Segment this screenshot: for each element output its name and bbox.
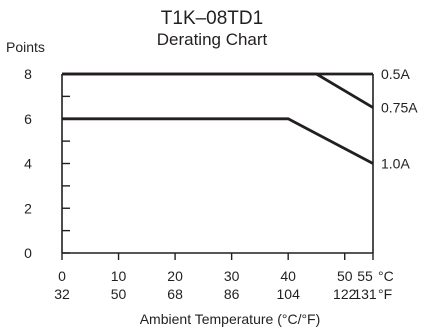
x-tick-label-fahrenheit: 131 bbox=[353, 286, 377, 302]
series-label-1-0a: 1.0A bbox=[381, 156, 410, 172]
series-line-0-75a bbox=[62, 72, 374, 109]
series-line-1-0a bbox=[62, 117, 374, 165]
x-unit-fahrenheit: °F bbox=[378, 286, 392, 302]
y-tick-label: 0 bbox=[24, 245, 32, 261]
x-tick-label-fahrenheit: 32 bbox=[54, 286, 70, 302]
x-tick-label-celsius: 0 bbox=[58, 268, 66, 284]
x-tick-label-fahrenheit: 68 bbox=[167, 286, 183, 302]
x-tick-label-celsius: 20 bbox=[167, 268, 183, 284]
y-tick-label: 6 bbox=[24, 111, 32, 127]
chart-title: T1K–08TD1 bbox=[161, 8, 263, 29]
x-tick-label-celsius: 30 bbox=[224, 268, 240, 284]
x-tick-label-celsius: 55 bbox=[357, 268, 373, 284]
x-tick-label-fahrenheit: 104 bbox=[277, 286, 301, 302]
series-lines bbox=[62, 72, 374, 165]
axes bbox=[61, 73, 374, 260]
chart-subtitle: Derating Chart bbox=[157, 30, 268, 49]
x-tick-label-fahrenheit: 122 bbox=[333, 286, 357, 302]
series-labels: 0.5A 0.75A 1.0A bbox=[381, 66, 418, 172]
y-tick-label: 4 bbox=[24, 156, 32, 172]
x-axis-label: Ambient Temperature (°C/°F) bbox=[140, 311, 321, 327]
series-label-0-75a: 0.75A bbox=[381, 100, 418, 116]
y-tick-label: 8 bbox=[24, 66, 32, 82]
series-label-0-5a: 0.5A bbox=[381, 66, 410, 82]
x-unit-celsius: °C bbox=[378, 268, 394, 284]
x-tick-label-celsius: 10 bbox=[111, 268, 127, 284]
x-tick-label-celsius: 40 bbox=[280, 268, 296, 284]
x-tick-label-celsius: 50 bbox=[337, 268, 353, 284]
y-tick-label: 2 bbox=[24, 200, 32, 216]
x-tick-label-fahrenheit: 50 bbox=[111, 286, 127, 302]
y-axis-label: Points bbox=[6, 39, 45, 55]
x-tick-label-fahrenheit: 86 bbox=[224, 286, 240, 302]
